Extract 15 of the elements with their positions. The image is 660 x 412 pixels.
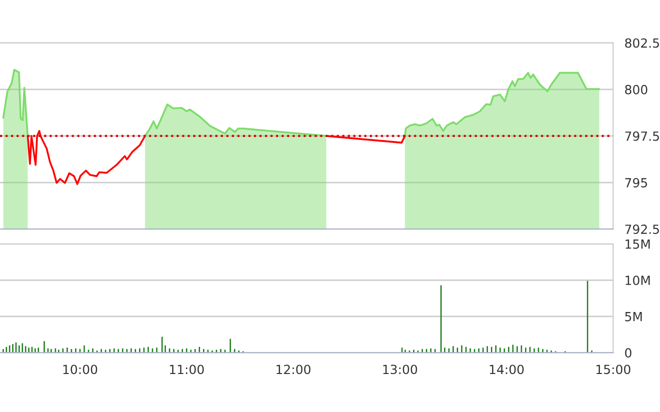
y-tick-label: 792.5	[625, 224, 659, 234]
x-tick-label: 11:00	[170, 364, 204, 374]
x-tick-label: 12:00	[276, 364, 310, 374]
y-tick-label: 0	[625, 348, 632, 358]
x-tick-label: 13:00	[383, 364, 418, 374]
x-tick-label: 10:00	[63, 364, 98, 374]
x-tick-label: 15:00	[596, 364, 630, 374]
y-tick-label: 797.5	[625, 131, 659, 141]
y-tick-label: 15M	[626, 240, 650, 249]
y-tick-label: 10M	[626, 276, 650, 286]
y-tick-label: 800	[625, 84, 648, 94]
y-tick-label: 5M	[625, 312, 642, 322]
x-tick-label: 14:00	[490, 364, 524, 374]
y-tick-label: 802.5	[625, 38, 659, 48]
y-tick-label: 795	[625, 178, 648, 188]
